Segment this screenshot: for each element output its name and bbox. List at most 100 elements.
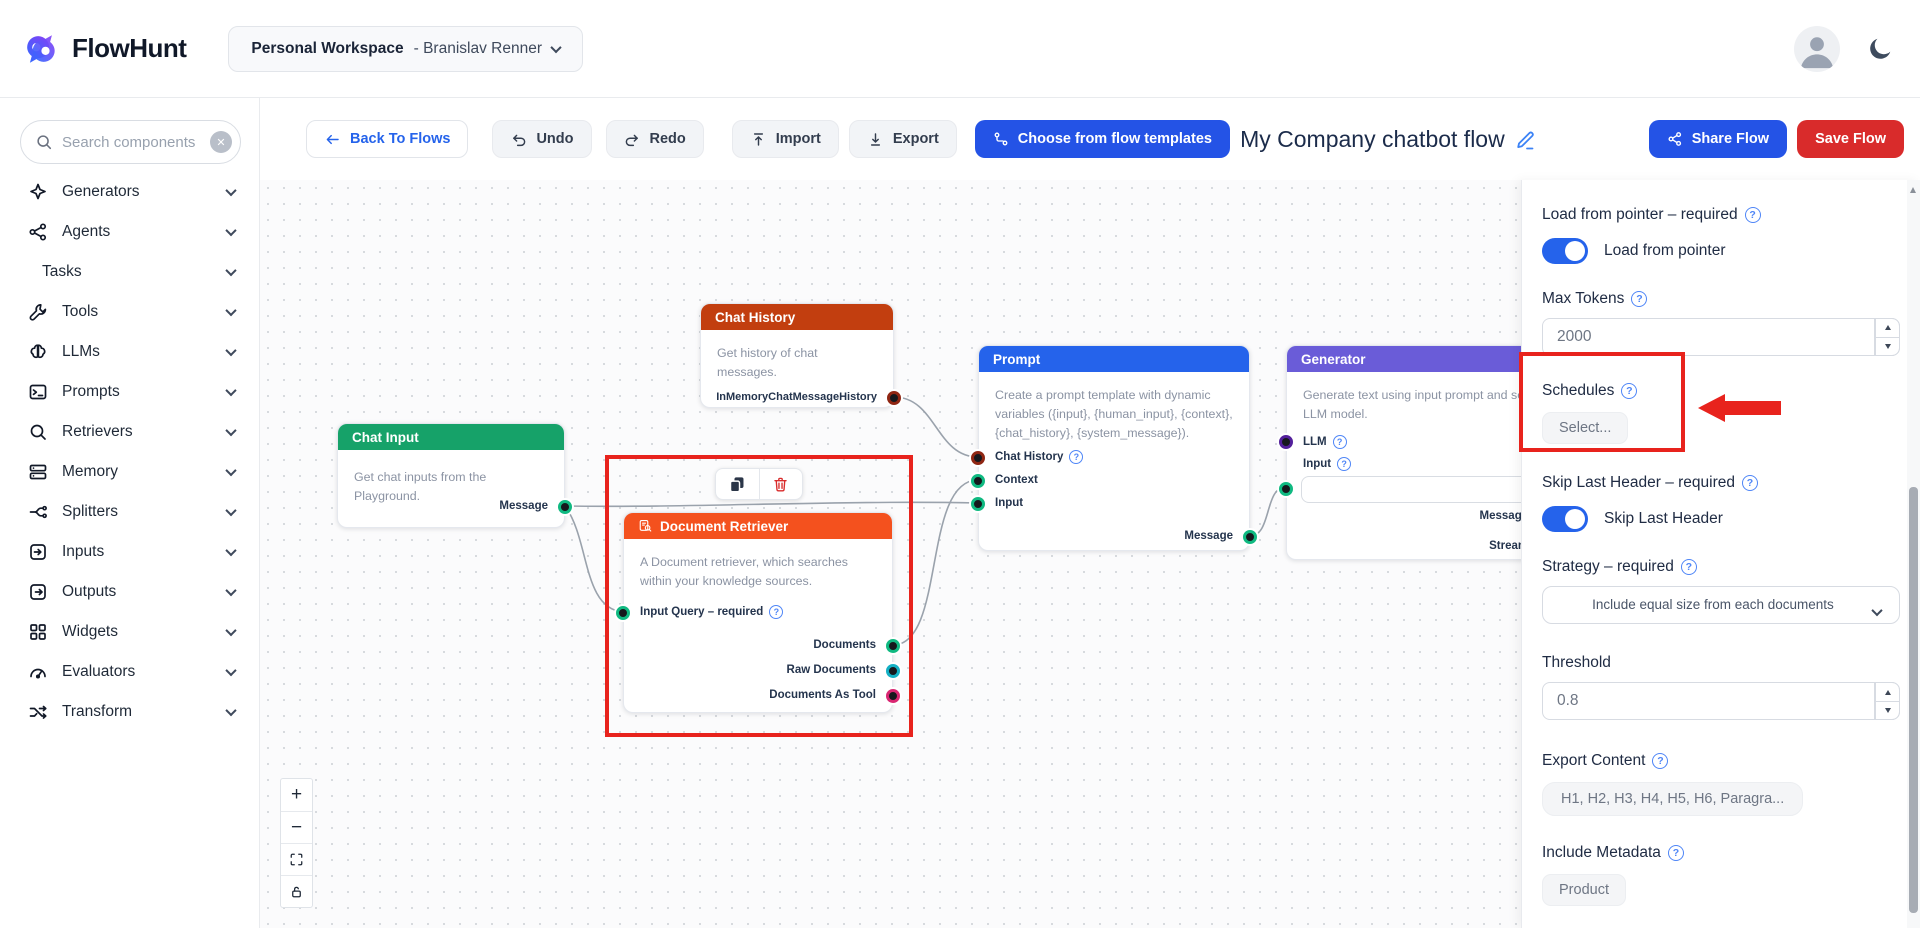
node-chat-history-header[interactable]: Chat History: [701, 304, 893, 330]
back-to-flows-button[interactable]: Back To Flows: [306, 120, 469, 158]
input-port-chat-history[interactable]: [971, 451, 985, 465]
help-icon[interactable]: ?: [1337, 457, 1352, 471]
skip-last-header-toggle[interactable]: [1542, 506, 1588, 532]
max-tokens-spinner: [1874, 318, 1900, 356]
sidebar-item-prompts[interactable]: Prompts: [0, 372, 259, 412]
sidebar-item-widgets[interactable]: Widgets: [0, 612, 259, 652]
chevron-down-icon: [225, 344, 237, 357]
help-icon[interactable]: ?: [1631, 291, 1648, 307]
strategy-select[interactable]: Include equal size from each documents: [1542, 586, 1900, 625]
component-categories: Generators Agents Tasks Tools LLMs Promp…: [0, 172, 259, 732]
max-tokens-input[interactable]: [1542, 318, 1900, 356]
sidebar-item-tools[interactable]: Tools: [0, 292, 259, 332]
moon-icon[interactable]: [1866, 35, 1894, 63]
sidebar-item-transform[interactable]: Transform: [0, 692, 259, 732]
fullscreen-icon: [290, 853, 303, 866]
share-flow-button[interactable]: Share Flow: [1648, 120, 1788, 158]
sidebar-item-splitters[interactable]: Splitters: [0, 492, 259, 532]
flow-title: My Company chatbot flow: [1240, 126, 1537, 153]
help-icon[interactable]: ?: [1680, 559, 1697, 575]
panel-scrollbar[interactable]: [1907, 180, 1920, 928]
sidebar-item-tasks[interactable]: Tasks: [0, 252, 259, 292]
help-icon[interactable]: ?: [1744, 207, 1761, 223]
input-label: Input ?: [1303, 457, 1352, 471]
help-icon[interactable]: ?: [1332, 435, 1347, 449]
lock-button[interactable]: [281, 875, 312, 907]
flowhunt-logo[interactable]: FlowHunt: [18, 27, 187, 71]
node-chat-history[interactable]: Chat History Get history of chat message…: [700, 303, 901, 408]
chevron-down-icon: [225, 544, 237, 557]
choose-templates-button[interactable]: Choose from flow templates: [974, 120, 1230, 158]
node-prompt-header[interactable]: Prompt: [979, 346, 1249, 372]
schedules-select-button[interactable]: Select...: [1542, 412, 1629, 444]
threshold-input[interactable]: [1542, 682, 1900, 721]
spinner-down-button[interactable]: [1875, 336, 1900, 356]
node-document-retriever-header[interactable]: Document Retriever: [624, 513, 892, 539]
help-icon[interactable]: ?: [1742, 475, 1759, 491]
sidebar-item-generators[interactable]: Generators: [0, 172, 259, 212]
output-port-message[interactable]: [1243, 530, 1257, 544]
zoom-out-button[interactable]: −: [281, 811, 312, 843]
sidebar-item-outputs[interactable]: Outputs: [0, 572, 259, 612]
shuffle-icon: [29, 705, 47, 719]
spinner-up-button[interactable]: [1875, 318, 1900, 337]
export-content-value[interactable]: H1, H2, H3, H4, H5, H6, Paragra...: [1542, 782, 1804, 817]
input-port-input[interactable]: [971, 497, 985, 511]
help-icon[interactable]: ?: [1621, 383, 1638, 399]
import-button[interactable]: Import: [731, 120, 839, 158]
output-port-documents-as-tool[interactable]: [886, 689, 900, 703]
workspace-selector[interactable]: Personal Workspace - Branislav Renner: [228, 25, 583, 72]
sidebar-item-agents[interactable]: Agents: [0, 212, 259, 252]
node-document-retriever[interactable]: Document Retriever A Document retriever,…: [616, 512, 900, 713]
zoom-in-button[interactable]: +: [290, 784, 303, 805]
help-icon[interactable]: ?: [769, 605, 784, 619]
undo-button[interactable]: Undo: [492, 120, 592, 158]
max-tokens-field: [1542, 318, 1900, 356]
user-avatar[interactable]: [1794, 25, 1840, 72]
network-icon: [29, 223, 47, 241]
canvas-controls: + −: [280, 778, 313, 908]
sparkle-icon: [30, 183, 46, 200]
sidebar-item-llms[interactable]: LLMs: [0, 332, 259, 372]
scrollbar-thumb[interactable]: [1909, 487, 1918, 913]
output-port-memory[interactable]: [887, 391, 901, 405]
max-tokens-label: Max Tokens ?: [1542, 290, 1900, 308]
component-search[interactable]: ✕: [20, 120, 241, 164]
clear-search-icon[interactable]: ✕: [210, 131, 232, 153]
include-metadata-value[interactable]: Product: [1542, 874, 1626, 907]
sidebar-item-inputs[interactable]: Inputs: [0, 532, 259, 572]
gauge-icon: [30, 668, 46, 679]
input-port-context[interactable]: [971, 474, 985, 488]
output-port-message[interactable]: [558, 500, 572, 514]
fit-view-button[interactable]: [281, 843, 312, 875]
duplicate-node-button[interactable]: [716, 469, 759, 499]
node-chat-input[interactable]: Chat Input Get chat inputs from the Play…: [337, 423, 572, 528]
output-port-raw-documents[interactable]: [886, 664, 900, 678]
input-label: Context: [995, 474, 1038, 486]
search-input[interactable]: [62, 133, 201, 151]
input-port-query[interactable]: [616, 606, 630, 620]
help-icon[interactable]: ?: [1652, 753, 1669, 770]
help-icon[interactable]: ?: [1667, 845, 1684, 862]
sidebar-item-retrievers[interactable]: Retrievers: [0, 412, 259, 452]
sidebar-item-memory[interactable]: Memory: [0, 452, 259, 492]
input-port-input[interactable]: [1279, 482, 1293, 496]
help-icon[interactable]: ?: [1069, 450, 1084, 464]
input-port-llm[interactable]: [1279, 435, 1293, 449]
spinner-up-button[interactable]: [1875, 682, 1900, 701]
output-port-documents[interactable]: [886, 639, 900, 653]
server-icon: [29, 464, 47, 480]
scrollbar-up-arrow[interactable]: [1910, 187, 1916, 193]
node-chat-input-header[interactable]: Chat Input: [338, 424, 564, 450]
load-from-pointer-toggle[interactable]: [1542, 238, 1588, 264]
save-flow-button[interactable]: Save Flow: [1797, 120, 1904, 158]
delete-node-button[interactable]: [758, 469, 803, 499]
node-prompt[interactable]: Prompt Create a prompt template with dyn…: [971, 345, 1257, 551]
edit-pencil-icon[interactable]: [1515, 128, 1537, 150]
export-button[interactable]: Export: [848, 120, 957, 158]
spinner-down-button[interactable]: [1875, 700, 1900, 721]
sidebar-item-evaluators[interactable]: Evaluators: [0, 652, 259, 692]
chevron-down-icon: [1871, 604, 1883, 617]
redo-button[interactable]: Redo: [605, 120, 704, 158]
